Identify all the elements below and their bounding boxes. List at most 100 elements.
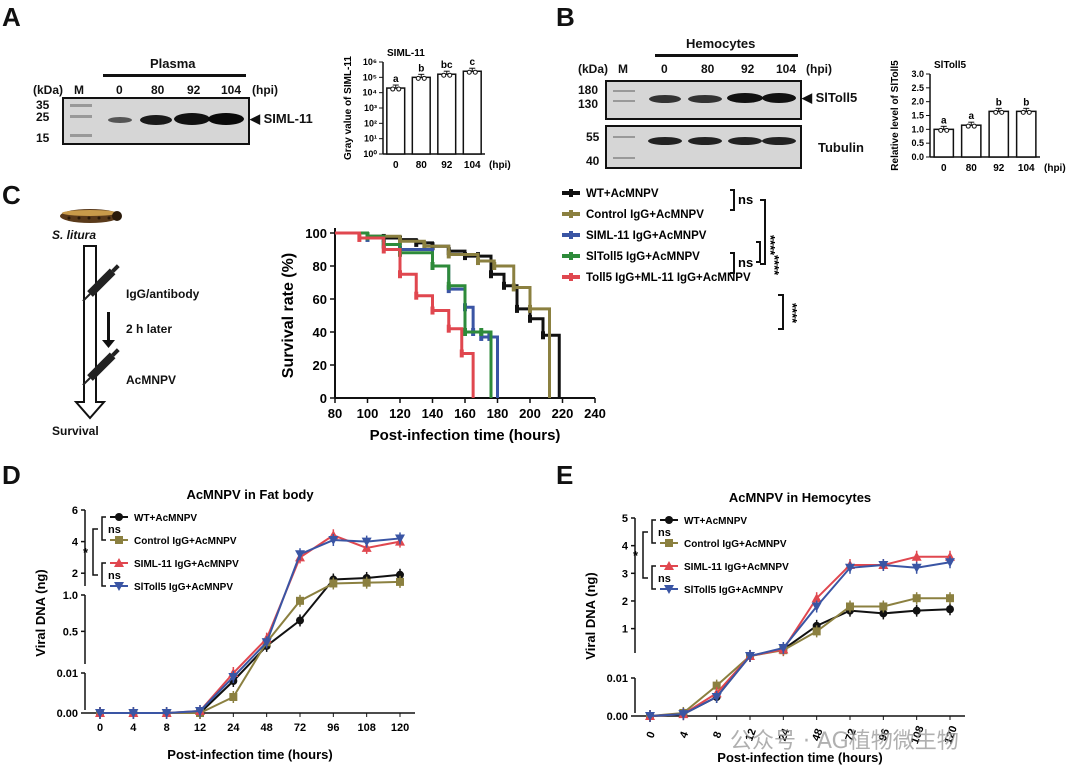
sig-ns-2: ns <box>738 255 753 270</box>
x-tick-label: 48 <box>810 727 825 743</box>
data-point <box>195 707 205 716</box>
panel-label-e: E <box>556 460 574 490</box>
y-tick-label: 0.0 <box>911 152 924 162</box>
bracket <box>730 189 735 211</box>
legend-label: SIML-11 IgG+AcMNPV <box>134 559 239 570</box>
y-tick-label: 0.01 <box>607 673 628 685</box>
legend-label: SlToll5 IgG+AcMNPV <box>684 585 783 596</box>
band-104hpi <box>762 137 796 145</box>
replicate-dot <box>999 109 1005 115</box>
y-tick-label: 2 <box>622 596 628 608</box>
bar <box>437 73 457 155</box>
series-line <box>649 555 950 717</box>
syringe-icon-2 <box>82 348 120 386</box>
data-point <box>946 605 954 614</box>
replicate-dot <box>466 69 472 75</box>
data-point <box>911 551 922 561</box>
band-104hpi <box>762 93 796 103</box>
lane-label-b-0: 0 <box>661 62 668 76</box>
plasma-bar <box>103 74 246 77</box>
tubulin-blot-bands <box>613 136 796 159</box>
bracket <box>651 519 656 544</box>
x-tick-label: 48 <box>261 722 273 734</box>
legend-marker <box>114 582 124 591</box>
sig-ns-1: ns <box>108 524 121 536</box>
data-point <box>811 593 822 603</box>
caterpillar-icon <box>55 200 125 235</box>
sltoll5-blot-bands <box>613 90 796 103</box>
sig-stars-3: **** <box>785 303 800 324</box>
x-tick-label: 4 <box>130 722 137 734</box>
y-tick-label: 10⁴ <box>363 88 377 98</box>
y-tick-label: 10⁰ <box>363 149 377 159</box>
band-0hpi <box>649 95 681 103</box>
x-tick-label: 12 <box>194 722 206 734</box>
down-arrow-icon <box>102 312 115 348</box>
legend-label: SIML-11 IgG+AcMNPV <box>586 230 707 242</box>
y-tick-label: 4 <box>622 541 629 553</box>
legend-marker <box>114 558 124 567</box>
marker-label-b: M <box>618 62 628 76</box>
y-tick-label: 80 <box>313 259 327 274</box>
mw-180: 180 <box>578 83 599 97</box>
hemocytes-title: Hemocytes <box>686 36 756 51</box>
schematic-arrow <box>73 245 120 420</box>
significance-letter: a <box>941 115 947 126</box>
data-point <box>846 602 854 611</box>
band-92hpi <box>727 93 763 103</box>
significance-letter: a <box>393 74 399 85</box>
x-tick-label: 80 <box>416 160 428 171</box>
siml11-text: SIML-11 <box>263 111 313 126</box>
lane-label-b-1: 80 <box>701 62 715 76</box>
x-tick-label: 8 <box>711 730 724 740</box>
data-point <box>811 602 822 612</box>
legend-label: SlToll5 IgG+AcMNPV <box>586 251 700 263</box>
bracket <box>651 565 656 590</box>
panel-label-a: A <box>2 2 21 32</box>
lane-label-a-1: 80 <box>151 83 165 97</box>
x-tick-label: 80 <box>966 163 978 174</box>
y-tick-label: 20 <box>313 358 327 373</box>
y-tick-label: 2 <box>72 568 78 580</box>
marker-band <box>70 134 92 137</box>
panel-label-c: C <box>2 180 21 210</box>
mw-55: 55 <box>586 130 600 144</box>
panel-label-b: B <box>556 2 575 32</box>
legend-marker <box>665 539 673 547</box>
x-tick-label: 92 <box>993 163 1005 174</box>
syringe-icon-1 <box>82 264 120 302</box>
legend-label: Control IgG+AcMNPV <box>586 209 704 221</box>
bracket <box>101 516 106 541</box>
sltoll5-band-label: ◀ SlToll5 <box>802 90 858 105</box>
step-survival: Survival <box>52 424 99 438</box>
y-tick-label: 100 <box>305 226 327 241</box>
organism-label: S. litura <box>52 228 97 242</box>
data-point <box>712 681 721 690</box>
sig-star: * <box>633 548 639 563</box>
x-tick-label: 120 <box>389 406 411 421</box>
x-tick-label: 108 <box>357 722 375 734</box>
bar <box>960 124 982 158</box>
y-tick-label: 10³ <box>364 103 377 113</box>
x-tick-label: 0 <box>393 160 399 171</box>
band-92hpi <box>728 137 762 145</box>
bar <box>411 76 431 155</box>
replicate-dot <box>390 86 396 92</box>
legend-marker <box>665 516 673 524</box>
y-tick-label: 10⁶ <box>363 57 377 67</box>
lane-label-a-0: 0 <box>116 83 123 97</box>
siml11-band-label: ◀ SIML-11 <box>250 111 313 126</box>
x-tick-label: 24 <box>777 726 793 742</box>
data-point <box>396 570 404 579</box>
bracket <box>778 294 784 330</box>
y-tick-label: 0.5 <box>63 626 78 638</box>
data-point <box>678 710 689 720</box>
x-tick-label: 96 <box>327 722 339 734</box>
bar <box>933 128 955 158</box>
plasma-title: Plasma <box>150 56 196 71</box>
replicate-dot <box>965 123 971 129</box>
y-tick-label: 2.0 <box>911 97 924 107</box>
sltoll5-text: SlToll5 <box>815 90 858 105</box>
